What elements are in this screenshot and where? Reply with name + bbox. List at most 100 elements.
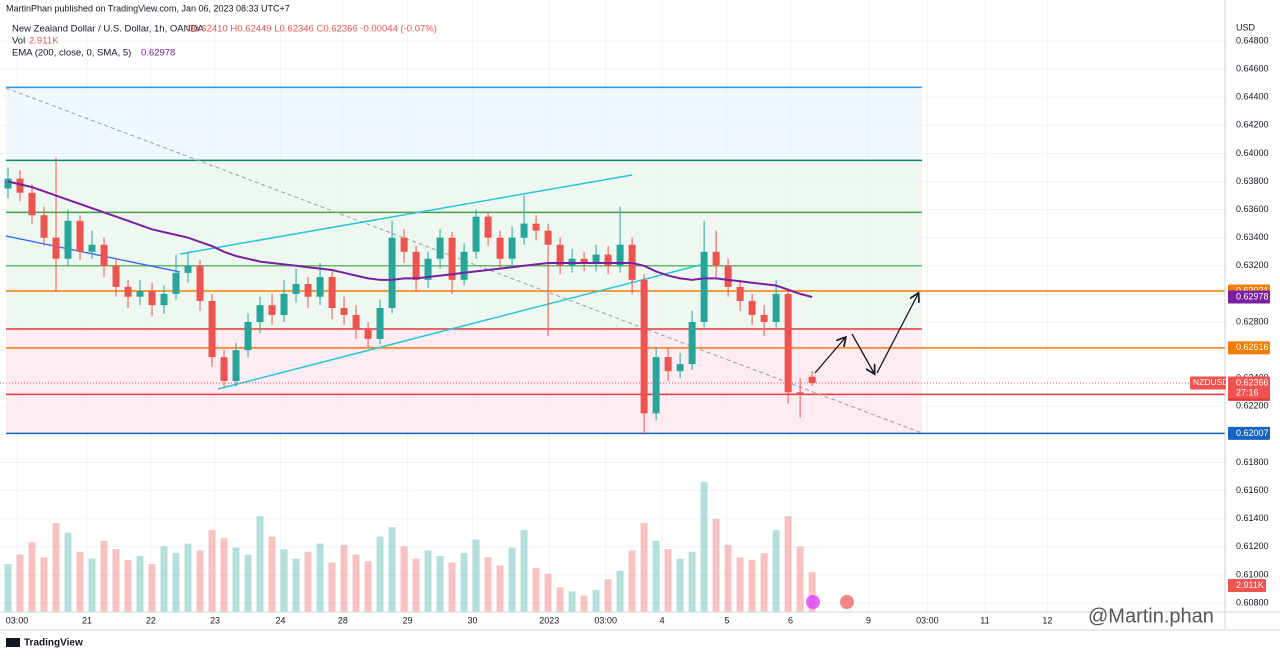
volume-bar [160, 546, 168, 612]
candle-body [676, 364, 684, 372]
candle-body [592, 254, 600, 263]
candle-body [688, 322, 696, 365]
candle-body [388, 237, 396, 308]
level-tag: 0.62616 [1236, 342, 1269, 352]
volume-bar [592, 590, 600, 612]
x-tick-label: 30 [467, 615, 477, 625]
volume-bar [196, 550, 204, 612]
candle-body [556, 244, 564, 266]
volume-bar [520, 529, 528, 612]
candle-body [220, 357, 228, 382]
currency: USD [1236, 22, 1256, 32]
ohlc: O0.62410 H0.62449 L0.62346 C0.62366 -0.0… [186, 24, 437, 35]
candles [4, 157, 816, 435]
x-tick-label: 28 [338, 615, 348, 625]
candle-body [148, 291, 156, 306]
volume-bar [28, 542, 36, 612]
candle-body [136, 291, 144, 297]
volume-bar [496, 565, 504, 612]
trendline-blue [5, 235, 181, 273]
candle-body [664, 357, 672, 372]
candle-body [256, 305, 264, 322]
zone-blue [6, 87, 922, 160]
x-tick-label: 6 [788, 615, 793, 625]
volume-tag: 2.911K [1236, 580, 1264, 590]
y-tick-label: 0.62800 [1236, 316, 1269, 326]
volume-bar [568, 591, 576, 612]
volume-bar [136, 555, 144, 612]
volume-bar [304, 551, 312, 612]
volume-bar [772, 529, 780, 612]
y-tick-label: 0.61600 [1236, 485, 1269, 495]
volume-bar [628, 550, 636, 612]
x-tick-label: 22 [146, 615, 156, 625]
candle-body [124, 286, 132, 297]
candle-body [112, 265, 120, 287]
volume-bar [328, 562, 336, 612]
candle-body [304, 284, 312, 297]
y-tick-label: 0.64000 [1236, 148, 1269, 158]
dashed-trendline [5, 87, 923, 434]
volume-bar [712, 518, 720, 612]
candle-body [724, 265, 732, 287]
candle-body [280, 293, 288, 315]
volume-bar [388, 527, 396, 612]
volume-bar [748, 560, 756, 612]
x-tick-label: 2023 [539, 615, 559, 625]
candle-body [460, 251, 468, 280]
volume-bar [448, 562, 456, 612]
candle-body [436, 237, 444, 259]
candle-body [268, 305, 276, 315]
icon [806, 595, 820, 609]
candle-body [184, 265, 192, 273]
volume-bar [376, 536, 384, 612]
icon [840, 595, 854, 609]
brand-logo [6, 638, 20, 647]
candle-body [532, 223, 540, 231]
volume-bar [472, 539, 480, 612]
candle-body [16, 178, 24, 193]
y-tick-label: 0.63800 [1236, 176, 1269, 186]
volume-bar [532, 568, 540, 612]
volume-bar [220, 538, 228, 612]
countdown: 27:16 [1236, 387, 1259, 397]
x-tick-label: 12 [1042, 615, 1052, 625]
candle-body [196, 265, 204, 301]
y-tick-label: 0.61800 [1236, 457, 1269, 467]
x-tick-label: 03:00 [916, 615, 939, 625]
candle-body [160, 293, 168, 306]
volume-bar [364, 561, 372, 612]
volume-bar [88, 558, 96, 612]
y-tick-label: 0.63200 [1236, 260, 1269, 270]
volume-bar [340, 544, 348, 612]
volume-bar [616, 570, 624, 612]
y-tick-label: 0.64200 [1236, 120, 1269, 130]
volume-bar [148, 564, 156, 612]
volume-bar [292, 558, 300, 612]
volume-bar [280, 549, 288, 612]
candle-body [520, 223, 528, 238]
candle-body [796, 392, 804, 396]
candle-body [604, 254, 612, 266]
volume-bar [16, 554, 24, 612]
channel-lower [217, 263, 705, 390]
ema-tag-bg [1228, 290, 1270, 304]
volume-bar [724, 544, 732, 612]
volume-bar [184, 543, 192, 612]
ema-value: 0.62978 [141, 48, 175, 59]
volume-bar [424, 550, 432, 612]
candle-body [496, 237, 504, 259]
candle-body [292, 284, 300, 294]
candle-body [760, 314, 768, 322]
y-tick-label: 0.61200 [1236, 541, 1269, 551]
volume-bar [412, 558, 420, 612]
candle-body [40, 215, 48, 238]
candle-body [712, 251, 720, 266]
candle-body [52, 237, 60, 259]
candle-body [172, 272, 180, 294]
current-price-bg [1228, 376, 1270, 399]
candle-body [340, 307, 348, 315]
volume-bar [784, 516, 792, 612]
symbol: NZDUSD [1193, 377, 1228, 387]
